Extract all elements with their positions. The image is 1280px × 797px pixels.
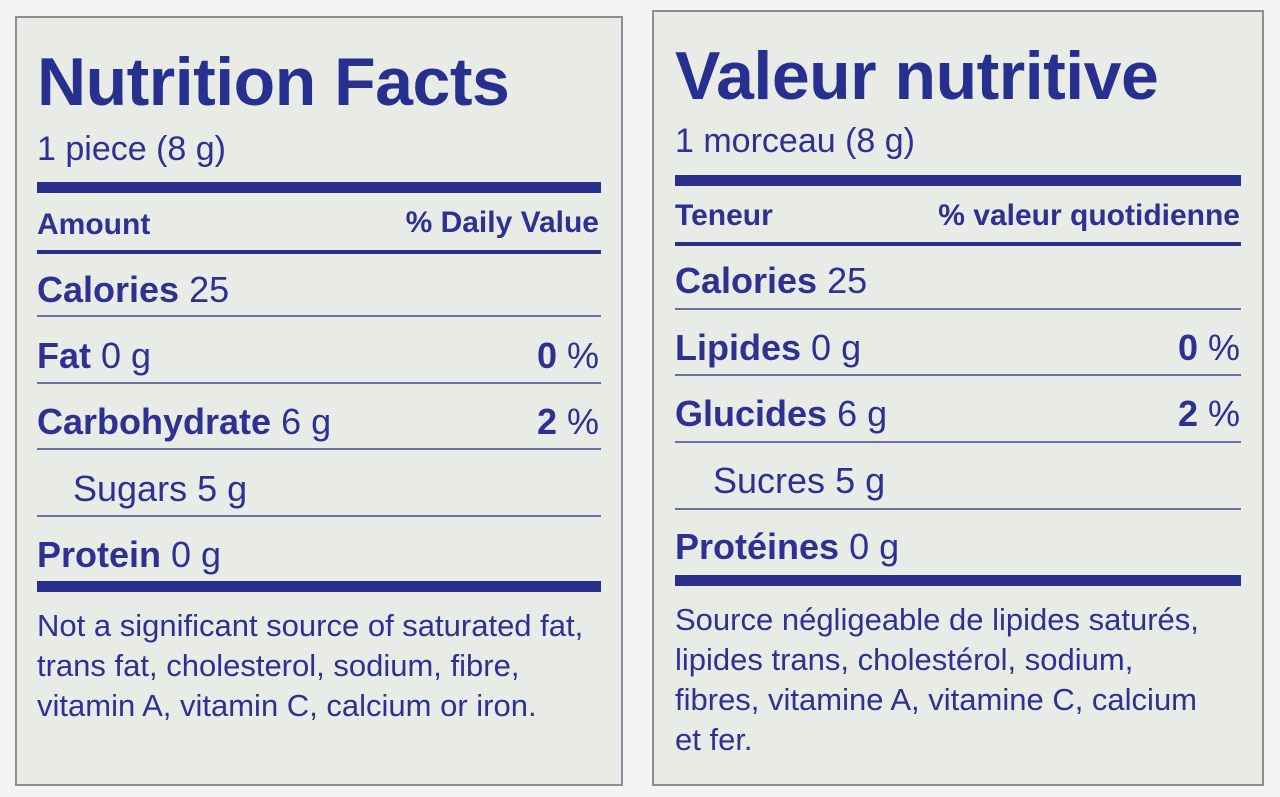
footnote: Not a significant source of saturated fa… bbox=[37, 608, 584, 723]
row-divider bbox=[37, 315, 601, 317]
nutrient-amount: 0 g bbox=[171, 534, 222, 575]
panel-title: Nutrition Facts bbox=[37, 44, 510, 120]
nutrient-row-protein: Protein 0 g bbox=[37, 537, 221, 573]
daily-value-carbohydrate: 2 % bbox=[537, 404, 599, 440]
thick-divider bbox=[675, 575, 1241, 586]
daily-value-number: 2 bbox=[536, 401, 557, 442]
nutrient-name: Carbohydrate bbox=[37, 401, 272, 442]
thick-divider bbox=[675, 175, 1241, 186]
row-divider bbox=[675, 508, 1241, 510]
daily-value-number: 2 bbox=[1177, 393, 1198, 434]
nutrient-amount: 6 g bbox=[837, 393, 888, 434]
row-divider bbox=[675, 441, 1241, 443]
thick-divider bbox=[37, 182, 601, 193]
footnote: Source négligeable de lipides saturés, l… bbox=[675, 602, 1199, 757]
nutrient-name: Protein bbox=[37, 534, 162, 575]
nutrient-row-sugars: Sugars 5 g bbox=[73, 471, 247, 507]
row-divider bbox=[675, 374, 1241, 376]
nutrient-amount: 5 g bbox=[197, 468, 248, 509]
nutrient-row-fat: Fat 0 g bbox=[37, 338, 151, 374]
row-divider bbox=[37, 515, 601, 517]
percent-sign: % bbox=[566, 401, 599, 442]
percent-sign: % bbox=[1207, 327, 1240, 368]
nutrient-row-calories: Calories 25 bbox=[675, 263, 867, 299]
nutrient-row-proteines: Protéines 0 g bbox=[675, 529, 899, 565]
nutrient-name: Lipides bbox=[675, 327, 802, 368]
nutrient-amount: 0 g bbox=[849, 526, 900, 567]
header-divider bbox=[675, 242, 1241, 246]
nutrition-facts-panel: Nutrition Facts 1 piece (8 g) Amount % D… bbox=[15, 16, 623, 786]
percent-sign: % bbox=[566, 335, 599, 376]
serving-size: 1 morceau (8 g) bbox=[675, 122, 915, 160]
nutrient-name: Protéines bbox=[675, 526, 840, 567]
row-divider bbox=[675, 308, 1241, 310]
nutrient-amount: 0 g bbox=[811, 327, 862, 368]
thick-divider bbox=[37, 581, 601, 592]
amount-header: Amount bbox=[37, 208, 151, 241]
nutrient-name: Sucres bbox=[713, 460, 826, 501]
nutrient-row-glucides: Glucides 6 g bbox=[675, 396, 887, 432]
nutrient-name: Sugars bbox=[73, 468, 188, 509]
daily-value-header: % Daily Value bbox=[405, 206, 599, 239]
nutrient-amount: 25 bbox=[189, 269, 230, 310]
daily-value-fat: 0 % bbox=[537, 338, 599, 374]
row-divider bbox=[37, 382, 601, 384]
nutrient-row-lipides: Lipides 0 g bbox=[675, 330, 861, 366]
valeur-nutritive-panel: Valeur nutritive 1 morceau (8 g) Teneur … bbox=[652, 10, 1264, 786]
nutrient-amount: 0 g bbox=[101, 335, 152, 376]
nutrient-row-calories: Calories 25 bbox=[37, 272, 229, 308]
daily-value-lipides: 0 % bbox=[1178, 330, 1240, 366]
daily-value-number: 0 bbox=[1177, 327, 1198, 368]
nutrient-name: Calories bbox=[37, 269, 180, 310]
nutrient-amount: 25 bbox=[827, 260, 868, 301]
header-divider bbox=[37, 250, 601, 254]
daily-value-number: 0 bbox=[536, 335, 557, 376]
daily-value-header: % valeur quotidienne bbox=[938, 199, 1240, 232]
amount-header: Teneur bbox=[675, 199, 773, 232]
nutrient-name: Calories bbox=[675, 260, 818, 301]
nutrient-amount: 5 g bbox=[835, 460, 886, 501]
nutrient-row-carbohydrate: Carbohydrate 6 g bbox=[37, 404, 331, 440]
nutrient-name: Fat bbox=[37, 335, 91, 376]
percent-sign: % bbox=[1207, 393, 1240, 434]
serving-size: 1 piece (8 g) bbox=[37, 130, 226, 168]
nutrient-amount: 6 g bbox=[281, 401, 332, 442]
nutrient-row-sucres: Sucres 5 g bbox=[713, 463, 885, 499]
row-divider bbox=[37, 448, 601, 450]
daily-value-glucides: 2 % bbox=[1178, 396, 1240, 432]
nutrient-name: Glucides bbox=[675, 393, 828, 434]
panel-title: Valeur nutritive bbox=[675, 38, 1159, 114]
